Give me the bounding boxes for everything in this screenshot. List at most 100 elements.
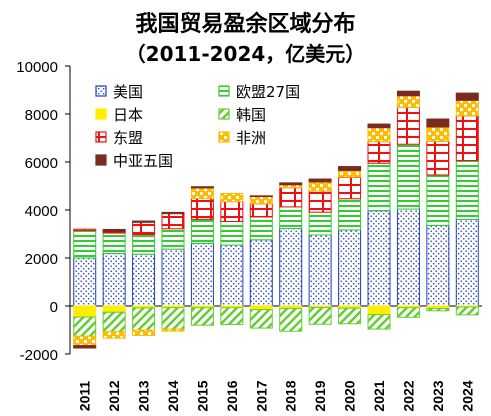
bar-segment-中亚五国-2014 — [161, 211, 185, 215]
bar-segment-欧盟27国-2013 — [132, 233, 156, 255]
bar-segment-东盟-2019 — [308, 190, 332, 213]
x-tick-label: 2022 — [400, 380, 416, 411]
legend-swatch-东盟 — [95, 131, 107, 143]
bar-segment-非洲-2024 — [455, 99, 479, 117]
y-tick-label: -2000 — [20, 347, 58, 364]
bar-segment-中亚五国-2011 — [73, 345, 97, 349]
x-tick-label: 2016 — [224, 380, 240, 411]
bar-segment-韩国-2023 — [426, 307, 450, 312]
bar-segment-欧盟27国-2019 — [308, 211, 332, 236]
bar-segment-韩国-2014 — [161, 307, 185, 330]
bar-segment-日本-2011 — [73, 305, 97, 318]
legend-swatch-中亚五国 — [95, 154, 107, 166]
bar-segment-中亚五国-2019 — [308, 178, 332, 183]
x-tick-label: 2020 — [342, 380, 358, 411]
bar-segment-韩国-2018 — [279, 307, 303, 332]
bar-segment-美国-2014 — [161, 248, 185, 307]
bar-segment-东盟-2021 — [367, 141, 391, 164]
bar-segment-东盟-2013 — [132, 221, 156, 235]
bar-segment-欧盟27国-2024 — [455, 160, 479, 220]
x-tick-label: 2011 — [77, 381, 93, 412]
bar-segment-非洲-2015 — [190, 187, 214, 199]
bar-segment-东盟-2018 — [279, 187, 303, 208]
bar-segment-美国-2022 — [396, 208, 420, 307]
bar-segment-欧盟27国-2011 — [73, 229, 97, 259]
bar-segment-非洲-2013 — [132, 329, 156, 337]
x-tick-label: 2015 — [194, 380, 210, 411]
bar-segment-美国-2021 — [367, 210, 391, 307]
bar-segment-欧盟27国-2015 — [190, 218, 214, 244]
bar-segment-欧盟27国-2016 — [220, 221, 244, 246]
y-tick-label: 2000 — [25, 251, 58, 268]
y-tick-label: 8000 — [25, 107, 58, 124]
bar-segment-日本-2021 — [367, 305, 391, 316]
legend-label-中亚五国: 中亚五国 — [113, 152, 173, 170]
bar-segment-中亚五国-2022 — [396, 90, 420, 97]
bar-segment-中亚五国-2015 — [190, 186, 214, 189]
x-tick-label: 2017 — [253, 380, 269, 411]
bar-segment-东盟-2014 — [161, 213, 185, 230]
bar-segment-中亚五国-2017 — [249, 195, 273, 198]
bar-segment-中亚五国-2020 — [338, 166, 362, 171]
bar-segment-非洲-2022 — [396, 95, 420, 108]
chart-title: 我国贸易盈余区域分布 — [135, 12, 356, 37]
legend-label-韩国: 韩国 — [236, 106, 266, 124]
bar-segment-中亚五国-2013 — [132, 220, 156, 223]
bar-segment-欧盟27国-2020 — [338, 198, 362, 231]
bar-segment-韩国-2017 — [249, 309, 273, 329]
bar-segment-日本-2012 — [102, 305, 126, 313]
bar-segment-欧盟27国-2012 — [102, 232, 126, 254]
bar-segment-中亚五国-2012 — [102, 228, 126, 233]
bar-segment-韩国-2016 — [220, 307, 244, 325]
legend-label-非洲: 非洲 — [236, 129, 266, 147]
x-tick-label: 2024 — [459, 380, 475, 411]
bar-segment-欧盟27国-2021 — [367, 162, 391, 212]
bar-segment-东盟-2017 — [249, 203, 273, 218]
bar-segment-非洲-2014 — [161, 328, 185, 332]
x-tick-label: 2019 — [312, 380, 328, 411]
bar-segment-东盟-2011 — [73, 228, 97, 231]
bar-segment-美国-2012 — [102, 252, 126, 307]
bar-segment-非洲-2016 — [220, 192, 244, 203]
x-tick-label: 2021 — [371, 380, 387, 411]
bar-segment-韩国-2021 — [367, 314, 391, 330]
y-tick-label: 0 — [50, 299, 58, 316]
bar-segment-欧盟27国-2014 — [161, 228, 185, 250]
legend-label-欧盟27国: 欧盟27国 — [236, 83, 300, 101]
bar-segment-东盟-2024 — [455, 115, 479, 162]
bar-segment-非洲-2020 — [338, 169, 362, 178]
bar-segment-美国-2016 — [220, 244, 244, 307]
bar-segment-非洲-2021 — [367, 127, 391, 143]
y-tick-label: 6000 — [25, 155, 58, 172]
bar-segment-非洲-2017 — [249, 196, 273, 205]
x-tick-label: 2023 — [430, 380, 446, 411]
legend-swatch-非洲 — [218, 131, 230, 143]
bar-segment-欧盟27国-2018 — [279, 206, 303, 229]
bar-segment-美国-2013 — [132, 253, 156, 307]
bar-segment-欧盟27国-2017 — [249, 216, 273, 241]
bar-segment-中亚五国-2018 — [279, 182, 303, 186]
legend-swatch-韩国 — [218, 108, 230, 120]
bar-segment-欧盟27国-2022 — [396, 143, 420, 210]
bar-segment-中亚五国-2024 — [455, 92, 479, 101]
x-tick-label: 2018 — [283, 380, 299, 411]
legend-label-东盟: 东盟 — [113, 129, 143, 147]
chart-subtitle: （2011-2024，亿美元） — [125, 42, 366, 66]
bar-segment-东盟-2015 — [190, 197, 214, 220]
bar-segment-东盟-2016 — [220, 201, 244, 223]
legend-label-日本: 日本 — [113, 106, 143, 124]
bar-segment-美国-2018 — [279, 227, 303, 307]
bar-segment-美国-2023 — [426, 224, 450, 307]
bar-segment-日本-2017 — [249, 305, 273, 311]
bar-segment-韩国-2012 — [102, 311, 126, 333]
bar-segment-非洲-2019 — [308, 181, 332, 192]
bar-segment-非洲-2011 — [73, 335, 97, 347]
bar-segment-美国-2019 — [308, 234, 332, 307]
x-tick-label: 2013 — [136, 380, 152, 411]
bar-segment-韩国-2015 — [190, 307, 214, 326]
legend-swatch-欧盟27国 — [218, 85, 230, 97]
x-tick-label: 2012 — [106, 380, 122, 411]
x-tick-label: 2014 — [165, 380, 181, 411]
bar-segment-韩国-2024 — [455, 306, 479, 316]
